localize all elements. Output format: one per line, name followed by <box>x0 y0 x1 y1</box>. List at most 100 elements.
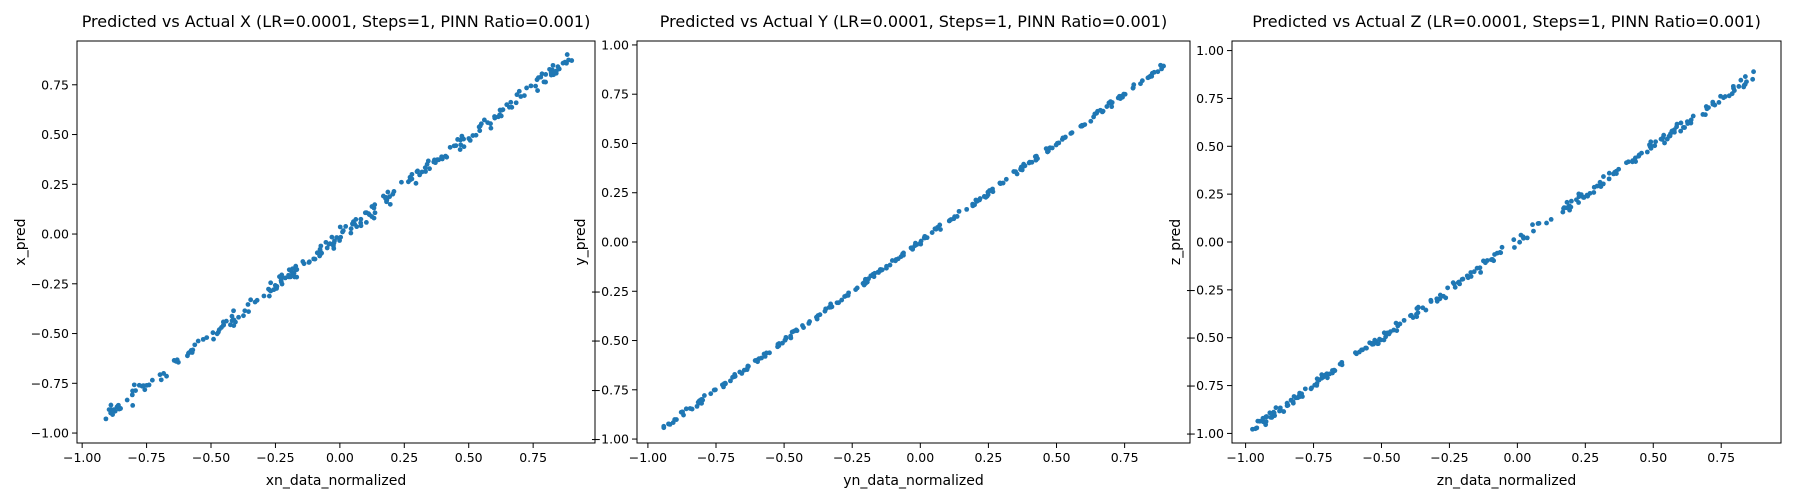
data-point <box>470 133 476 138</box>
data-point <box>274 283 280 289</box>
data-point <box>683 406 689 412</box>
data-point <box>1601 174 1606 179</box>
chart-title-z: Predicted vs Actual Z (LR=0.0001, Steps=… <box>1252 12 1761 31</box>
x-tick-label: −1.00 <box>629 450 667 465</box>
data-point <box>300 259 306 264</box>
data-point <box>1614 171 1619 176</box>
y-tick-label: 0.25 <box>1196 187 1224 202</box>
data-point <box>1415 304 1421 310</box>
data-point <box>1316 377 1322 383</box>
data-point <box>1561 205 1567 211</box>
data-point <box>118 406 123 411</box>
y-tick-label: −1.00 <box>31 426 69 441</box>
data-point <box>1394 328 1400 334</box>
scatter-panel-y: Predicted vs Actual Y (LR=0.0001, Steps=… <box>573 12 1191 489</box>
data-point <box>982 194 988 200</box>
data-point <box>713 387 718 393</box>
data-point <box>1386 331 1392 337</box>
data-point <box>1736 84 1742 89</box>
data-point <box>1597 183 1603 189</box>
data-point <box>1662 140 1667 146</box>
y-tick-label: 0.00 <box>601 235 629 250</box>
y-tick-label: 0.50 <box>41 127 69 142</box>
data-point <box>1295 395 1301 401</box>
x-tick-label: 0.25 <box>1571 450 1599 465</box>
x-tick-label: 0.00 <box>326 450 354 465</box>
data-point <box>1457 281 1463 287</box>
x-tick-label: 0.25 <box>390 450 418 465</box>
y-tick-label: 0.50 <box>601 136 629 151</box>
data-point <box>1395 323 1401 329</box>
data-point <box>331 246 337 251</box>
data-point <box>861 282 867 288</box>
data-point <box>1011 169 1017 174</box>
data-point <box>1750 76 1756 82</box>
data-point <box>1718 93 1723 99</box>
x-tick-label: 0.50 <box>1639 450 1667 465</box>
data-point <box>843 293 849 299</box>
data-point <box>741 367 747 373</box>
data-point <box>229 313 235 319</box>
data-point <box>514 92 520 98</box>
y-tick-label: 0.25 <box>41 177 69 192</box>
y-tick-label: −1.00 <box>591 432 629 447</box>
data-point <box>294 274 300 280</box>
data-point <box>1284 400 1290 406</box>
data-point <box>228 322 233 328</box>
data-point <box>1029 159 1035 165</box>
data-point <box>477 128 483 134</box>
data-point <box>973 197 979 203</box>
data-point <box>1049 145 1055 151</box>
data-point <box>444 154 450 160</box>
data-point <box>324 245 330 251</box>
data-point <box>1337 361 1343 367</box>
scatter-points <box>661 62 1166 431</box>
data-point <box>477 123 483 129</box>
data-point <box>358 223 364 229</box>
data-point <box>1531 228 1536 234</box>
y-tick-label: 0.75 <box>1196 91 1224 106</box>
data-point <box>1499 244 1505 250</box>
data-point <box>340 229 345 235</box>
data-point <box>103 416 109 422</box>
data-point <box>409 176 415 182</box>
x-tick-label: −0.25 <box>256 450 294 465</box>
data-point <box>1414 311 1419 317</box>
data-point <box>1423 307 1429 313</box>
data-point <box>144 382 150 388</box>
data-point <box>990 189 996 195</box>
data-point <box>1308 386 1314 392</box>
data-point <box>1290 400 1296 406</box>
data-point <box>1325 375 1330 381</box>
data-point <box>142 387 148 393</box>
data-point <box>767 350 772 356</box>
data-point <box>254 297 260 303</box>
data-point <box>311 256 317 262</box>
data-point <box>354 224 360 230</box>
data-point <box>149 377 155 383</box>
data-point <box>1302 386 1308 392</box>
data-point <box>231 308 236 314</box>
y-tick-label: 0.25 <box>601 185 629 200</box>
data-point <box>1250 426 1255 432</box>
data-point <box>236 314 241 320</box>
data-point <box>133 388 138 394</box>
data-point <box>1468 274 1474 279</box>
data-point <box>854 285 860 291</box>
data-point <box>698 397 704 403</box>
data-point <box>1332 368 1338 374</box>
data-point <box>762 353 768 359</box>
data-point <box>157 372 163 378</box>
data-point <box>409 171 415 177</box>
data-point <box>350 221 356 227</box>
data-point <box>1730 83 1736 89</box>
data-point <box>1568 204 1574 210</box>
data-point <box>124 397 130 403</box>
data-point <box>932 226 938 232</box>
data-point <box>363 220 369 225</box>
data-point <box>1474 265 1480 271</box>
x-tick-label: −0.75 <box>127 450 165 465</box>
data-point <box>1492 252 1497 257</box>
data-point <box>488 125 494 131</box>
data-point <box>248 297 254 303</box>
